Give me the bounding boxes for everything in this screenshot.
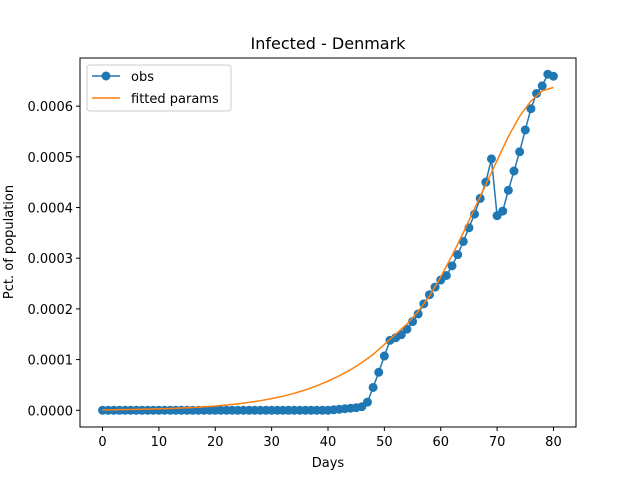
obs-point <box>374 367 384 377</box>
chart-title: Infected - Denmark <box>251 34 407 53</box>
y-tick-label: 0.0006 <box>28 100 74 115</box>
legend-box <box>86 64 232 112</box>
obs-point <box>520 125 530 135</box>
y-axis-label: Pct. of population <box>2 185 17 299</box>
x-tick-label: 40 <box>320 435 337 450</box>
obs-point <box>498 206 508 216</box>
x-tick-label: 70 <box>489 435 506 450</box>
x-tick-label: 0 <box>98 435 106 450</box>
y-tick-label: 0.0000 <box>28 404 74 419</box>
plot-area <box>98 69 558 415</box>
obs-point <box>503 185 513 195</box>
obs-point <box>548 71 558 81</box>
obs-point <box>458 236 468 246</box>
obs-point <box>441 270 451 280</box>
x-axis: 0 10 20 30 40 50 60 70 80 <box>98 427 562 450</box>
legend-fitted-label: fitted params <box>131 92 219 107</box>
obs-point <box>368 382 378 392</box>
x-axis-label: Days <box>312 456 345 471</box>
y-tick-label: 0.0003 <box>28 252 74 267</box>
x-tick-label: 30 <box>263 435 280 450</box>
fitted-params-line <box>102 86 554 411</box>
x-tick-label: 50 <box>376 435 393 450</box>
y-tick-label: 0.0001 <box>28 354 74 369</box>
obs-point <box>413 309 423 319</box>
obs-point <box>396 330 406 340</box>
x-tick-label: 80 <box>545 435 562 450</box>
y-tick-label: 0.0005 <box>28 151 74 166</box>
legend-obs-marker <box>101 71 111 81</box>
obs-point <box>515 147 525 157</box>
obs-point <box>486 154 496 164</box>
y-axis: 0.0000 0.0001 0.0002 0.0003 0.0004 0.0005 0.00… <box>28 100 80 419</box>
obs-point <box>379 351 389 361</box>
obs-point <box>526 104 536 114</box>
legend: obs fitted params <box>86 64 232 112</box>
obs-point <box>509 166 519 176</box>
y-tick-label: 0.0002 <box>28 303 74 318</box>
obs-point <box>362 397 372 407</box>
obs-point <box>447 261 457 271</box>
obs-point <box>453 250 463 260</box>
obs-point <box>537 81 547 91</box>
obs-point <box>532 88 542 98</box>
x-tick-label: 10 <box>151 435 168 450</box>
y-tick-label: 0.0004 <box>28 202 74 217</box>
x-tick-label: 60 <box>432 435 449 450</box>
legend-obs-label: obs <box>131 70 154 85</box>
x-tick-label: 20 <box>207 435 224 450</box>
